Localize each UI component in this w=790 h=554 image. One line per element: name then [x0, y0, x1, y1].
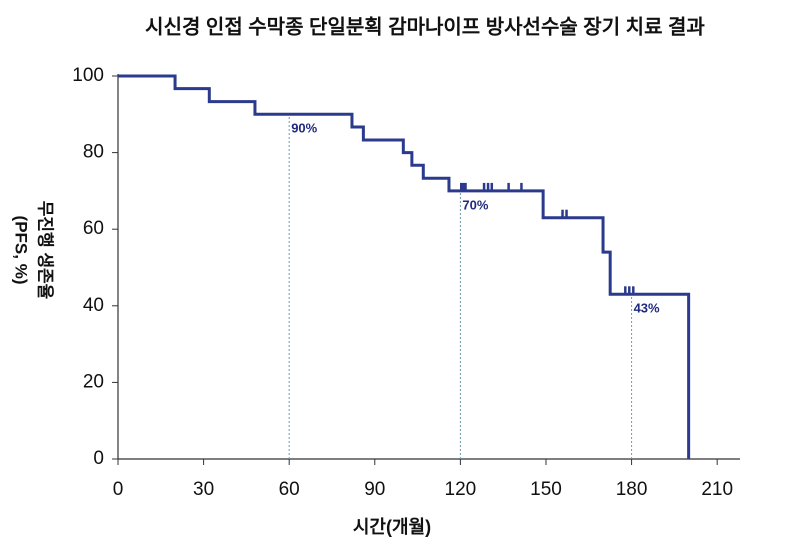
chart-title: 시신경 인접 수막종 단일분획 감마나이프 방사선수술 장기 치료 결과	[145, 15, 705, 38]
annotation: 90%	[291, 121, 317, 136]
x-tick-label: 0	[113, 479, 124, 500]
y-tick-label: 80	[83, 142, 104, 163]
y-axis-label: (PFS, %)	[12, 216, 31, 285]
x-tick-label: 90	[364, 479, 385, 500]
y-tick-label: 20	[83, 371, 104, 392]
x-tick-label: 60	[279, 479, 300, 500]
y-tick-label: 40	[83, 295, 104, 316]
annotation: 43%	[634, 301, 660, 316]
y-tick-label: 100	[72, 65, 104, 86]
x-tick-label: 30	[193, 479, 214, 500]
x-tick-label: 120	[445, 479, 477, 500]
y-tick-label: 60	[83, 218, 104, 239]
survival-curve	[118, 74, 691, 459]
x-tick-label: 210	[701, 479, 733, 500]
x-axis-label: 시간(개월)	[353, 517, 431, 537]
y-axis-label: 무진행 생존율	[36, 201, 55, 300]
x-tick-label: 150	[530, 479, 562, 500]
annotation: 70%	[462, 197, 488, 212]
y-tick-label: 0	[93, 448, 104, 469]
x-tick-label: 180	[616, 479, 648, 500]
